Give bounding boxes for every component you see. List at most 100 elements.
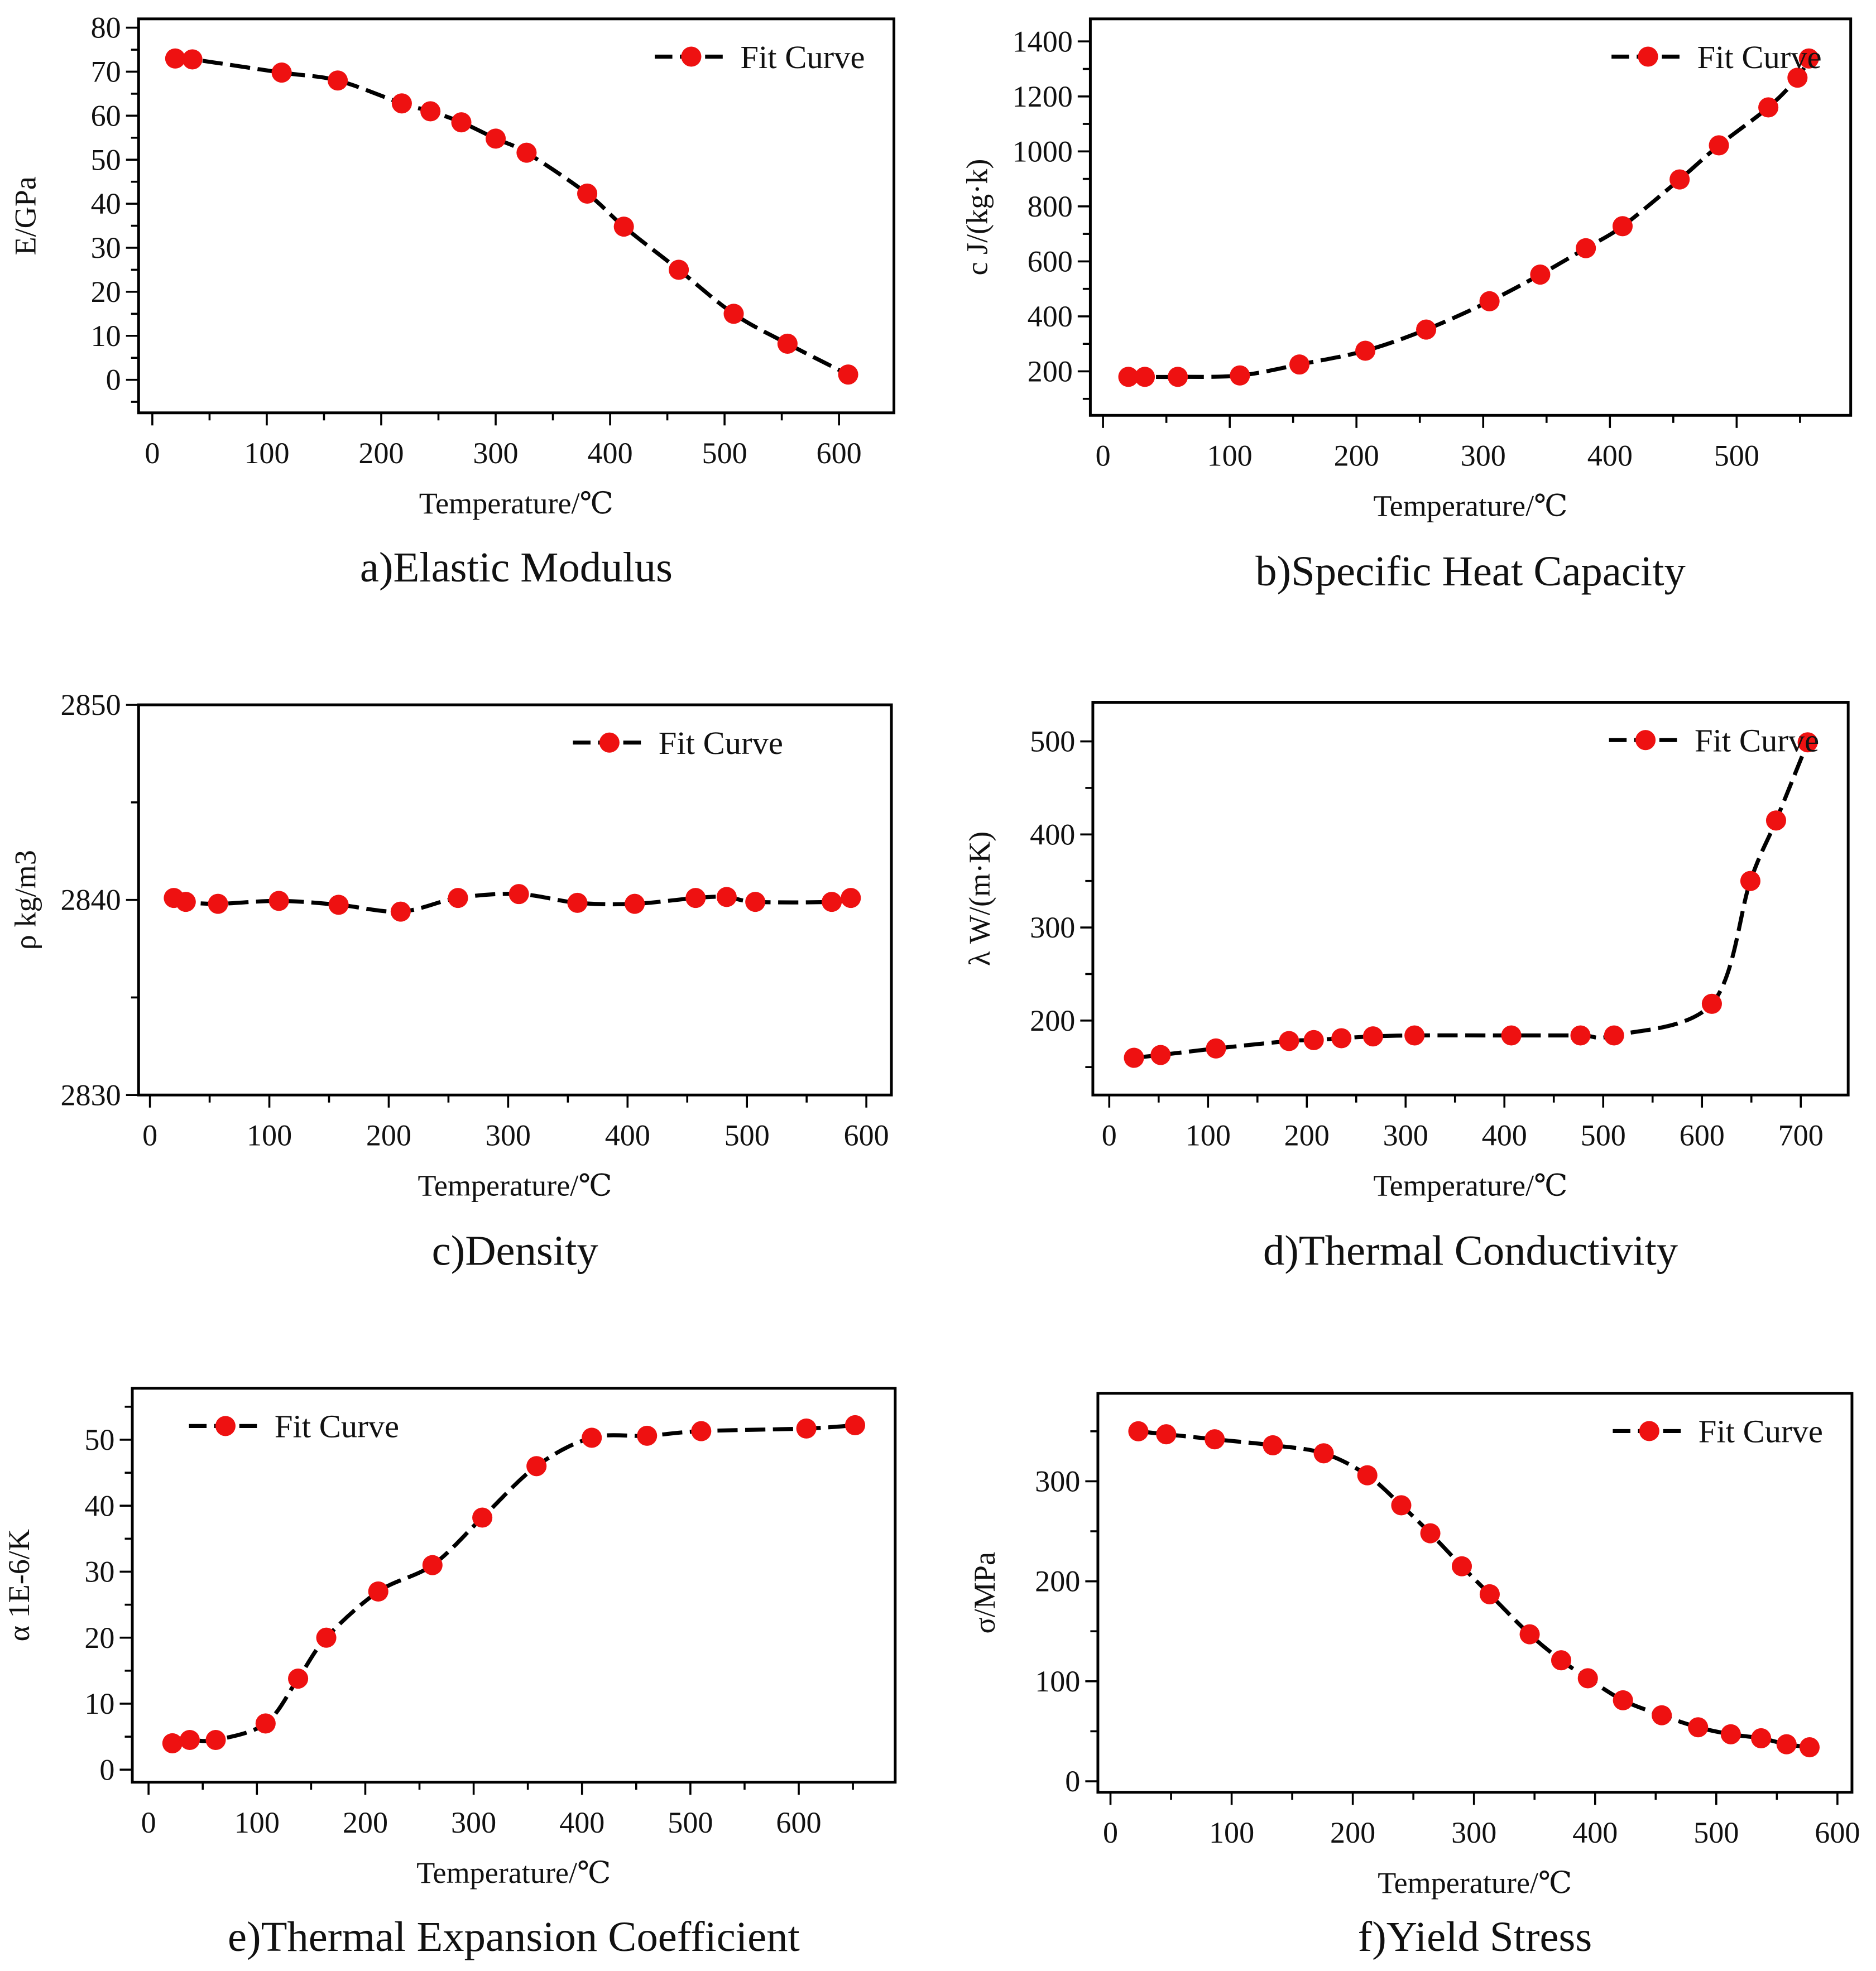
x-tick-label: 300 <box>486 1118 531 1152</box>
data-point <box>1355 340 1376 361</box>
data-point <box>1613 1690 1633 1710</box>
x-tick-label: 0 <box>1102 1118 1117 1152</box>
data-point <box>1156 1424 1177 1445</box>
data-point <box>1416 319 1437 340</box>
y-tick-label: 0 <box>106 363 121 397</box>
data-point <box>1501 1025 1522 1046</box>
data-point <box>1720 1724 1741 1744</box>
data-point <box>613 217 634 237</box>
x-axis-label: Temperature/℃ <box>418 1169 612 1203</box>
plot-frame <box>137 17 896 415</box>
data-point <box>451 112 472 133</box>
data-point <box>1289 354 1310 375</box>
plot-frame <box>1091 701 1850 1097</box>
x-tick-label: 200 <box>1334 439 1379 473</box>
data-point <box>472 1507 493 1528</box>
plot-frame <box>131 1387 897 1784</box>
y-tick-label: 200 <box>1030 1004 1075 1037</box>
chart-panel-f: 0 100 200 300 400 500 600 0 100 200 300 Temperature… <box>968 1392 1860 1960</box>
data-point <box>390 901 411 922</box>
x-tick-label: 200 <box>358 436 404 470</box>
x-tick-label: 400 <box>1587 439 1633 473</box>
data-point <box>526 1456 547 1477</box>
data-point <box>391 93 412 114</box>
chart-panel-c: 0 100 200 300 400 500 600 2830 2840 2850 Temperatu… <box>8 688 893 1275</box>
x-tick-label: 500 <box>725 1118 770 1152</box>
x-tick-label: 0 <box>1096 439 1111 473</box>
x-tick-label: 200 <box>366 1118 411 1152</box>
x-tick-label: 0 <box>142 1118 157 1152</box>
data-point <box>577 183 598 204</box>
data-point <box>1519 1624 1540 1645</box>
legend-label: Fit Curve <box>275 1408 399 1445</box>
data-point <box>485 128 506 149</box>
x-tick-label: 100 <box>234 1806 280 1839</box>
legend-label: Fit Curve <box>1697 39 1822 75</box>
data-point <box>1206 1038 1226 1059</box>
data-point <box>508 884 529 905</box>
data-point <box>1362 1026 1383 1047</box>
x-tick-label: 100 <box>247 1118 292 1152</box>
legend: Fit Curve <box>573 725 783 761</box>
x-tick-label: 100 <box>1207 439 1253 473</box>
data-point <box>625 893 645 914</box>
y-axis-label: σ/MPa <box>968 1552 1001 1633</box>
y-tick-label: 40 <box>91 187 121 220</box>
data-point <box>723 304 744 324</box>
y-tick-label: 60 <box>91 99 121 132</box>
x-tick-label: 0 <box>141 1806 156 1839</box>
y-tick-label: 50 <box>91 143 121 176</box>
x-tick-label: 300 <box>451 1806 496 1839</box>
x-axis-label: Temperature/℃ <box>1373 489 1567 523</box>
data-point <box>175 892 196 912</box>
data-point <box>1570 1025 1591 1046</box>
data-point <box>1357 1465 1378 1486</box>
x-tick-label: 500 <box>1693 1816 1739 1849</box>
legend-marker <box>215 1416 236 1436</box>
data-point <box>796 1418 817 1439</box>
x-axis-label: Temperature/℃ <box>1373 1169 1567 1203</box>
y-tick-label: 1400 <box>1013 25 1073 58</box>
y-axis-label: λ W/(m·K) <box>963 831 996 966</box>
legend-label: Fit Curve <box>1699 1414 1823 1450</box>
data-point <box>637 1425 658 1446</box>
x-tick-label: 100 <box>244 436 289 470</box>
x-tick-label: 400 <box>605 1118 650 1152</box>
x-tick-label: 700 <box>1778 1118 1824 1152</box>
data-point <box>841 888 861 908</box>
x-tick-label: 400 <box>1572 1816 1618 1849</box>
data-point <box>316 1627 337 1648</box>
data-point <box>1331 1028 1352 1049</box>
x-tick-label: 400 <box>587 436 632 470</box>
data-point <box>1128 1421 1149 1441</box>
x-tick-label: 300 <box>1451 1816 1496 1849</box>
data-point <box>1551 1650 1572 1671</box>
legend-marker <box>681 46 702 67</box>
data-point <box>1577 1668 1598 1689</box>
data-point <box>208 893 228 914</box>
data-point <box>1391 1495 1412 1516</box>
data-point <box>1118 367 1139 387</box>
data-point <box>1669 169 1690 190</box>
data-point <box>1652 1705 1672 1725</box>
x-tick-label: 200 <box>1330 1816 1375 1849</box>
x-tick-label: 600 <box>1680 1118 1725 1152</box>
data-point <box>1709 135 1729 156</box>
legend-label: Fit Curve <box>740 39 865 75</box>
legend-marker <box>1639 1421 1659 1441</box>
legend-marker <box>1638 46 1658 67</box>
y-tick-label: 10 <box>91 319 121 353</box>
data-point <box>328 70 348 91</box>
x-axis-label: Temperature/℃ <box>416 1856 611 1890</box>
data-point <box>691 1421 712 1441</box>
y-tick-label: 30 <box>91 231 121 265</box>
y-tick-label: 800 <box>1028 190 1073 223</box>
x-tick-label: 300 <box>473 436 518 470</box>
data-point <box>1758 97 1779 118</box>
data-point <box>1279 1031 1299 1051</box>
chart-panel-e: 0 100 200 300 400 500 600 0 10 20 30 40 50 Temperatur… <box>2 1387 897 1960</box>
y-tick-label: 200 <box>1035 1565 1080 1598</box>
chart-caption: c)Density <box>432 1227 599 1275</box>
data-point <box>669 259 689 280</box>
data-point <box>1420 1523 1441 1544</box>
